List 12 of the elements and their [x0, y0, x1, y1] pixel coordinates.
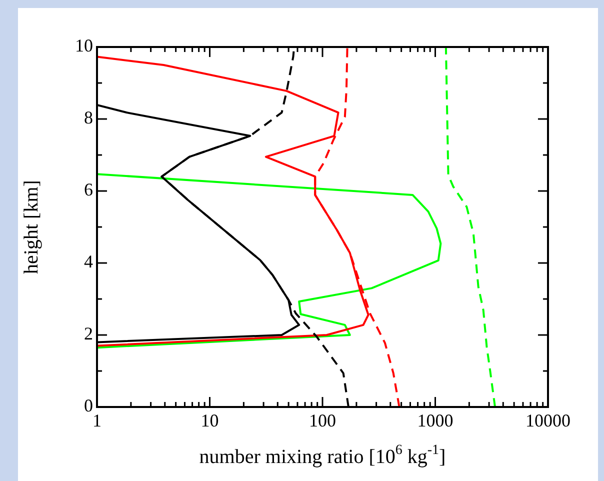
y-tick-label: 10 — [75, 36, 93, 56]
x-tick-label: 100 — [309, 410, 336, 431]
x-tick-label: 10 — [200, 410, 219, 431]
y-axis-title: height [km] — [20, 180, 42, 274]
x-tick-label: 1 — [92, 410, 102, 431]
y-tick-label: 0 — [84, 396, 93, 416]
y-tick-label: 2 — [84, 324, 93, 344]
y-tick-label: 8 — [84, 108, 93, 128]
y-tick-label: 4 — [84, 252, 93, 272]
x-tick-label: 10000 — [526, 410, 570, 431]
y-tick-label: 6 — [84, 180, 93, 200]
x-tick-label: 1000 — [417, 410, 454, 431]
